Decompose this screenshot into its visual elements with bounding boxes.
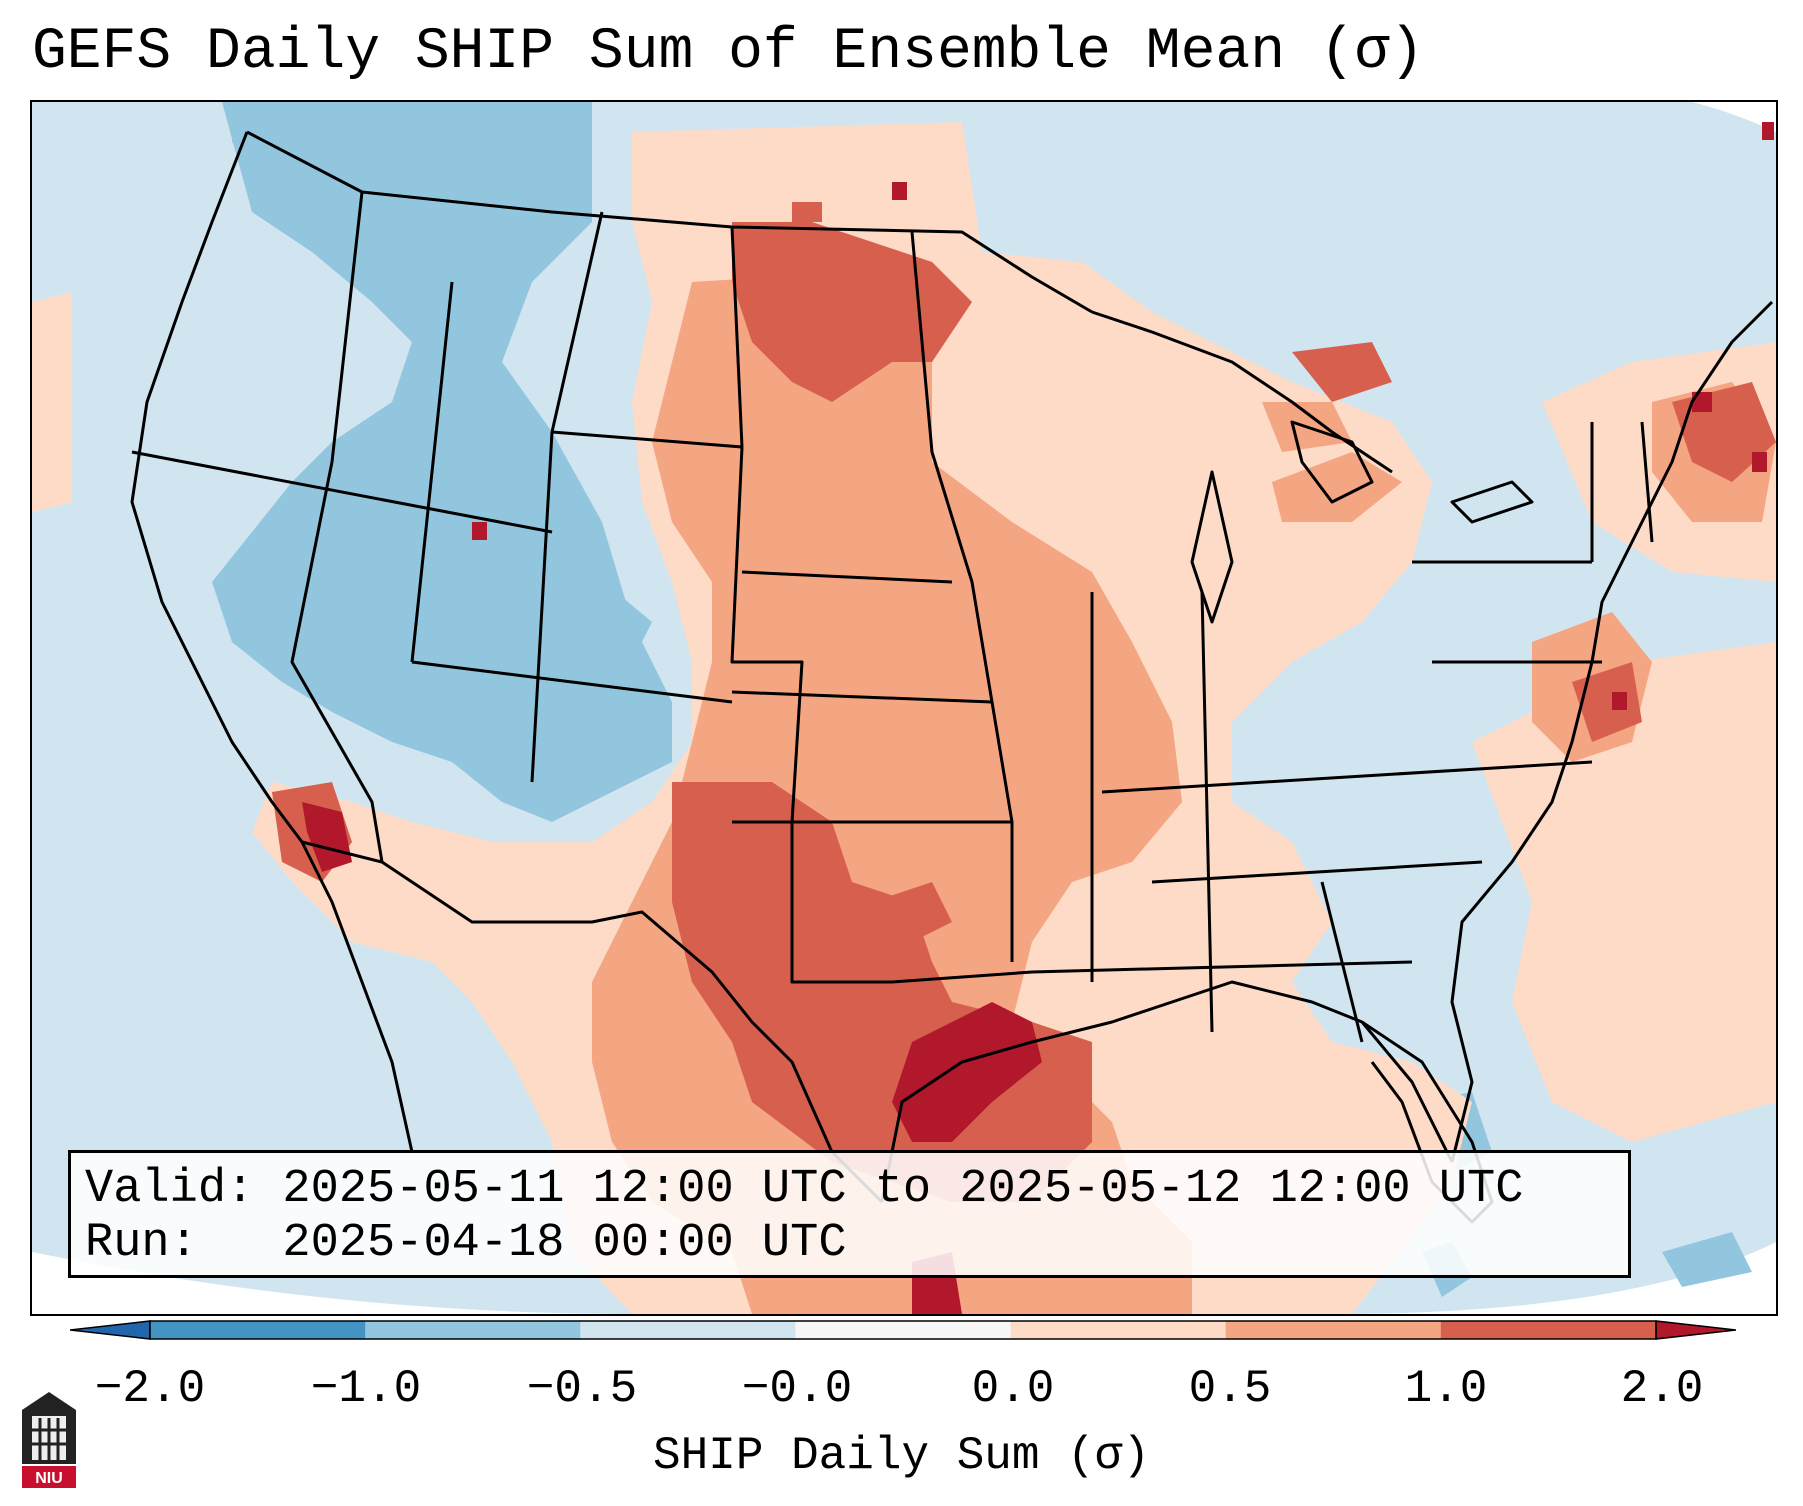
colorbar-bin (150, 1321, 366, 1339)
colorbar-bin (1010, 1321, 1227, 1339)
colorbar-bin (365, 1321, 581, 1339)
colorbar-bin (795, 1321, 1012, 1339)
colorbar-tick-label: 2.0 (1620, 1363, 1704, 1415)
colorbar-tick-label: −2.0 (94, 1363, 206, 1415)
ship-field-map (32, 102, 1776, 1314)
map-panel (30, 100, 1778, 1316)
niu-tower-logo-icon: NIU (22, 1392, 76, 1488)
extreme-positive-anomaly-areas (302, 122, 1774, 1314)
colorbar-bin (1440, 1321, 1657, 1339)
colorbar-tick-label: 0.0 (971, 1363, 1055, 1415)
colorbar-tick-label: −0.0 (741, 1363, 853, 1415)
colorbar-tick-label: 1.0 (1404, 1363, 1488, 1415)
colorbar-tick-label: −1.0 (310, 1363, 422, 1415)
colorbar-bin (1225, 1321, 1442, 1339)
colorbar-tick-label: 0.5 (1188, 1363, 1272, 1415)
colorbar-bin (580, 1321, 796, 1339)
run-line: Run: 2025-04-18 00:00 UTC (85, 1217, 847, 1270)
chart-title: GEFS Daily SHIP Sum of Ensemble Mean (σ) (32, 20, 1425, 85)
valid-time-box: Valid: 2025-05-11 12:00 UTC to 2025-05-1… (68, 1150, 1631, 1278)
colorbar-label: SHIP Daily Sum (σ) (653, 1430, 1150, 1482)
colorbar-tick-label: −0.5 (526, 1363, 638, 1415)
logo-text: NIU (35, 1470, 63, 1487)
boundary-lines (130, 130, 1774, 1224)
valid-line: Valid: 2025-05-11 12:00 UTC to 2025-05-1… (85, 1163, 1524, 1216)
colorbar (70, 1320, 1736, 1340)
